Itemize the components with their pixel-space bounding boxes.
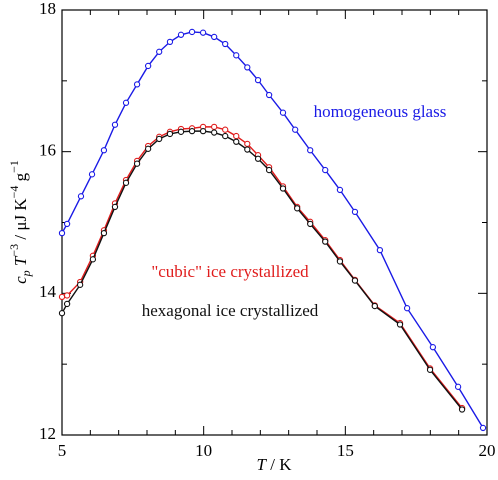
plot-frame xyxy=(61,9,488,436)
data-point xyxy=(76,281,84,288)
y-label-part: / μJ K xyxy=(11,198,30,244)
data-point xyxy=(58,229,66,237)
y-tick-label: 14 xyxy=(39,282,57,301)
data-point xyxy=(426,366,434,373)
y-label-part: p xyxy=(19,270,33,277)
data-point xyxy=(166,38,174,46)
data-point xyxy=(58,293,66,301)
data-point xyxy=(122,179,130,186)
x-tick-label: 10 xyxy=(195,441,212,460)
data-point xyxy=(322,238,329,245)
data-point xyxy=(254,76,262,84)
y-label-part: −4 xyxy=(7,186,21,199)
data-point xyxy=(222,40,229,48)
data-point xyxy=(244,146,251,153)
data-point xyxy=(58,310,66,317)
y-label-part: −1 xyxy=(7,160,21,173)
data-point xyxy=(156,48,163,55)
data-point xyxy=(77,193,85,200)
x-label-part: / K xyxy=(266,455,292,474)
data-point xyxy=(233,52,240,59)
data-point xyxy=(89,256,97,263)
data-point xyxy=(458,406,466,413)
data-point xyxy=(322,166,329,174)
y-tick-label: 18 xyxy=(39,0,56,18)
data-point xyxy=(222,126,229,133)
data-point xyxy=(479,424,487,432)
data-point xyxy=(222,132,229,140)
y-label-part: c xyxy=(11,276,30,284)
data-point xyxy=(292,126,299,133)
data-point xyxy=(156,135,163,143)
series-label: hexagonal ice crystallized xyxy=(142,301,319,320)
data-point xyxy=(210,33,218,41)
data-point xyxy=(188,28,196,36)
data-point xyxy=(254,155,262,162)
data-point xyxy=(351,277,359,284)
data-point xyxy=(403,305,411,312)
x-axis-label: T / K xyxy=(257,455,293,474)
data-point xyxy=(177,31,185,38)
data-point xyxy=(244,64,251,71)
data-point xyxy=(371,302,378,310)
data-point xyxy=(144,145,152,152)
data-point xyxy=(88,171,96,178)
data-point xyxy=(376,246,384,254)
y-tick-label: 12 xyxy=(39,424,56,443)
data-point xyxy=(63,220,71,228)
data-point xyxy=(166,130,174,138)
data-point xyxy=(199,127,207,135)
y-tick-label: 16 xyxy=(39,141,56,160)
y-label-part: −3 xyxy=(7,244,21,257)
data-point xyxy=(454,383,462,390)
data-point xyxy=(396,321,404,328)
x-tick-label: 20 xyxy=(479,441,496,460)
data-point xyxy=(233,138,240,145)
data-point xyxy=(336,186,344,194)
data-point xyxy=(279,185,287,192)
data-point xyxy=(351,208,359,216)
data-point xyxy=(111,203,119,211)
data-point xyxy=(177,128,185,135)
data-point xyxy=(307,220,314,228)
series-label: "cubic" ice crystallized xyxy=(151,262,309,281)
y-axis-label: cp T−3 / μJ K−4 g−1 xyxy=(7,160,33,284)
x-tick-label: 15 xyxy=(337,441,354,460)
data-point xyxy=(111,121,119,128)
data-point xyxy=(307,147,314,154)
data-point xyxy=(294,205,301,212)
y-label-part: T xyxy=(11,255,30,270)
x-label-part: T xyxy=(257,455,268,474)
data-point xyxy=(199,29,207,36)
data-point xyxy=(100,229,108,237)
data-point xyxy=(210,129,218,136)
data-point xyxy=(244,140,251,148)
data-point xyxy=(265,166,273,174)
data-point xyxy=(144,62,152,70)
series-label: homogeneous glass xyxy=(314,102,447,121)
data-point xyxy=(63,292,71,299)
data-point xyxy=(63,300,71,308)
data-point xyxy=(122,99,130,106)
data-point xyxy=(233,132,240,140)
data-point xyxy=(133,81,141,88)
data-point xyxy=(100,147,108,154)
data-point xyxy=(336,258,344,265)
data-point xyxy=(188,127,196,135)
data-point xyxy=(133,160,141,167)
y-label-part: g xyxy=(11,172,30,185)
series-line xyxy=(61,130,463,410)
data-point xyxy=(279,109,287,116)
data-point xyxy=(210,123,218,131)
data-point xyxy=(429,344,437,351)
series-line xyxy=(61,31,484,429)
x-tick-label: 5 xyxy=(58,441,67,460)
data-point xyxy=(265,91,273,99)
